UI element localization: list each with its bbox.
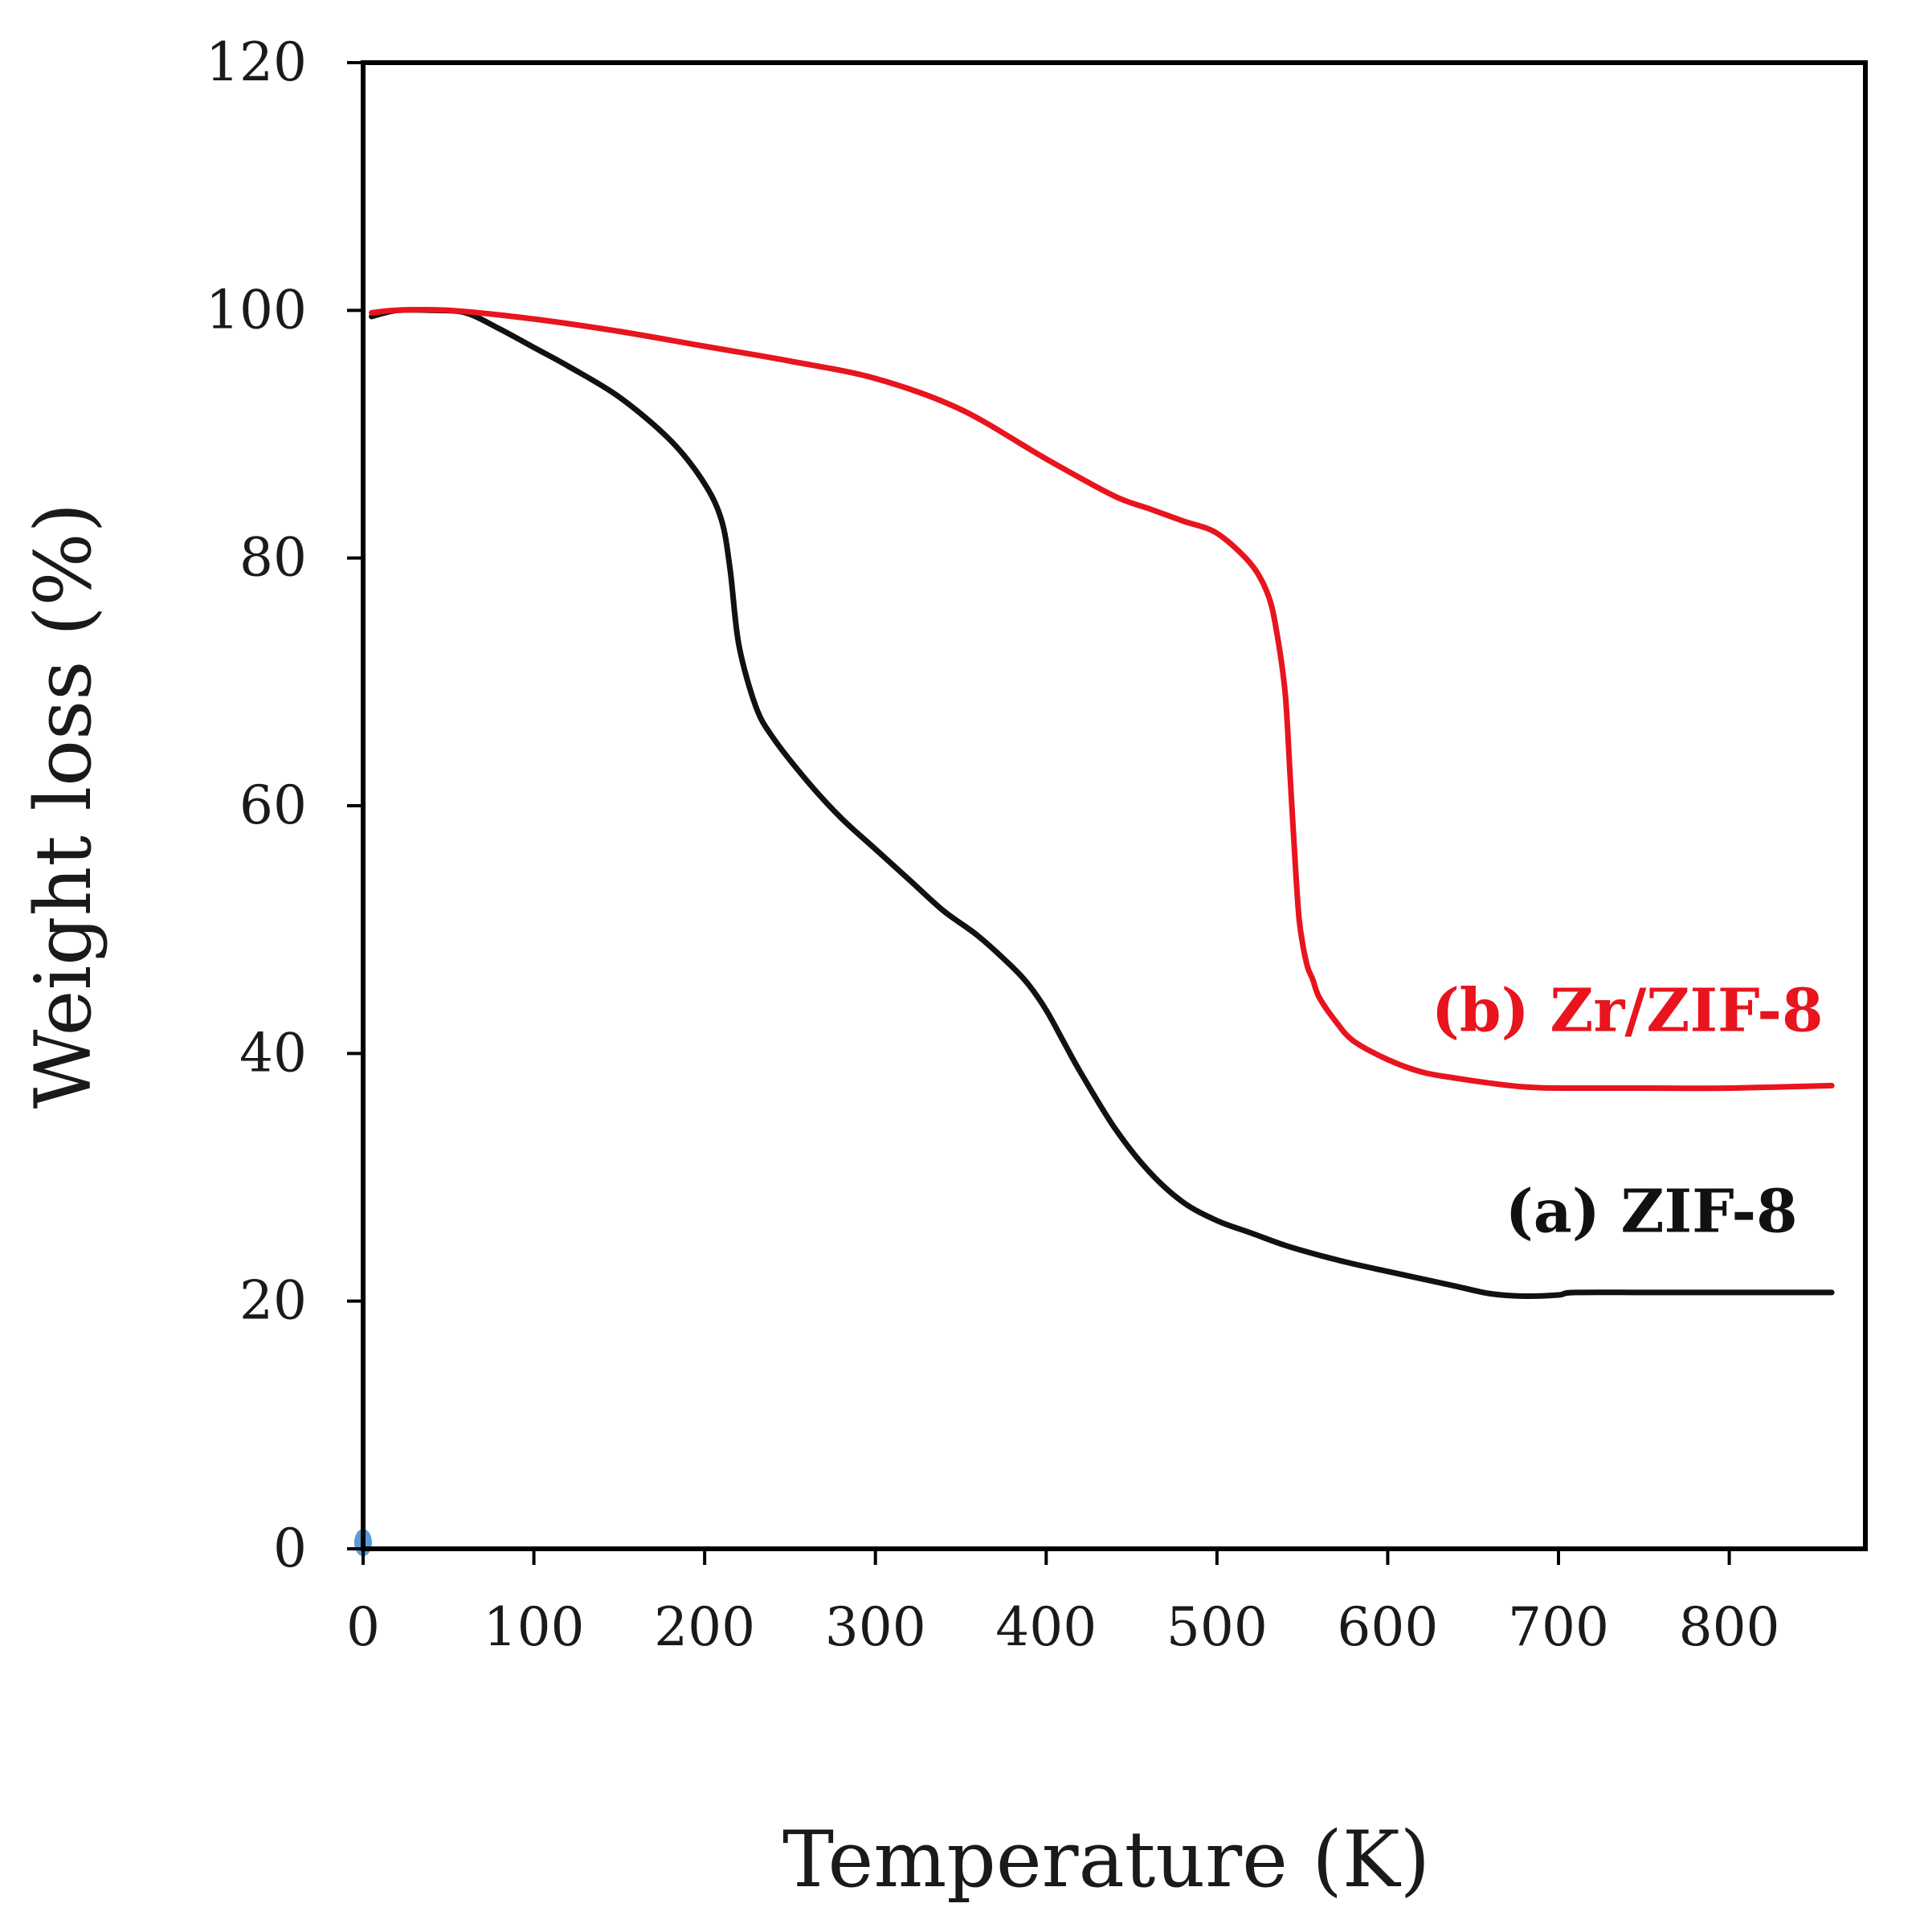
x-tick-label: 100 [484, 1596, 585, 1658]
tick-layer [347, 61, 1731, 1565]
x-tick-label: 0 [346, 1596, 380, 1658]
x-tick-label: 600 [1337, 1596, 1438, 1658]
y-tick-label: 20 [239, 1270, 307, 1332]
x-tick-label: 700 [1508, 1596, 1609, 1658]
x-tick-label: 400 [995, 1596, 1097, 1658]
series-line-zif-8 [369, 307, 1835, 1300]
y-tick-label: 60 [239, 774, 307, 836]
x-tick-label: 800 [1679, 1596, 1780, 1658]
y-tick-label: 0 [273, 1517, 307, 1579]
x-tick-label: 500 [1166, 1596, 1268, 1658]
series-label-zif-8: (a) ZIF-8 [1505, 1177, 1798, 1246]
x-tick-label: 300 [825, 1596, 926, 1658]
y-tick-label: 120 [206, 31, 307, 93]
y-axis-title: Weight loss (%) [18, 503, 108, 1109]
x-axis-title: Temperature (K) [782, 1815, 1430, 1905]
y-tick-label: 80 [239, 527, 307, 589]
series-label-layer: (b) Zr/ZIF-8 (a) ZIF-8 [1432, 977, 1824, 1247]
series-line-zr-zif-8 [369, 306, 1835, 1092]
y-tick-label: 40 [239, 1022, 307, 1084]
x-tick-label: 200 [654, 1596, 755, 1658]
series-label-zr-zif-8: (b) Zr/ZIF-8 [1432, 977, 1824, 1046]
series-layer [369, 306, 1835, 1300]
y-tick-label: 100 [206, 279, 307, 341]
tick-label-layer: 0 100 200 300 400 500 600 700 800 0 20 40 60 80 100 120 [206, 31, 1780, 1658]
